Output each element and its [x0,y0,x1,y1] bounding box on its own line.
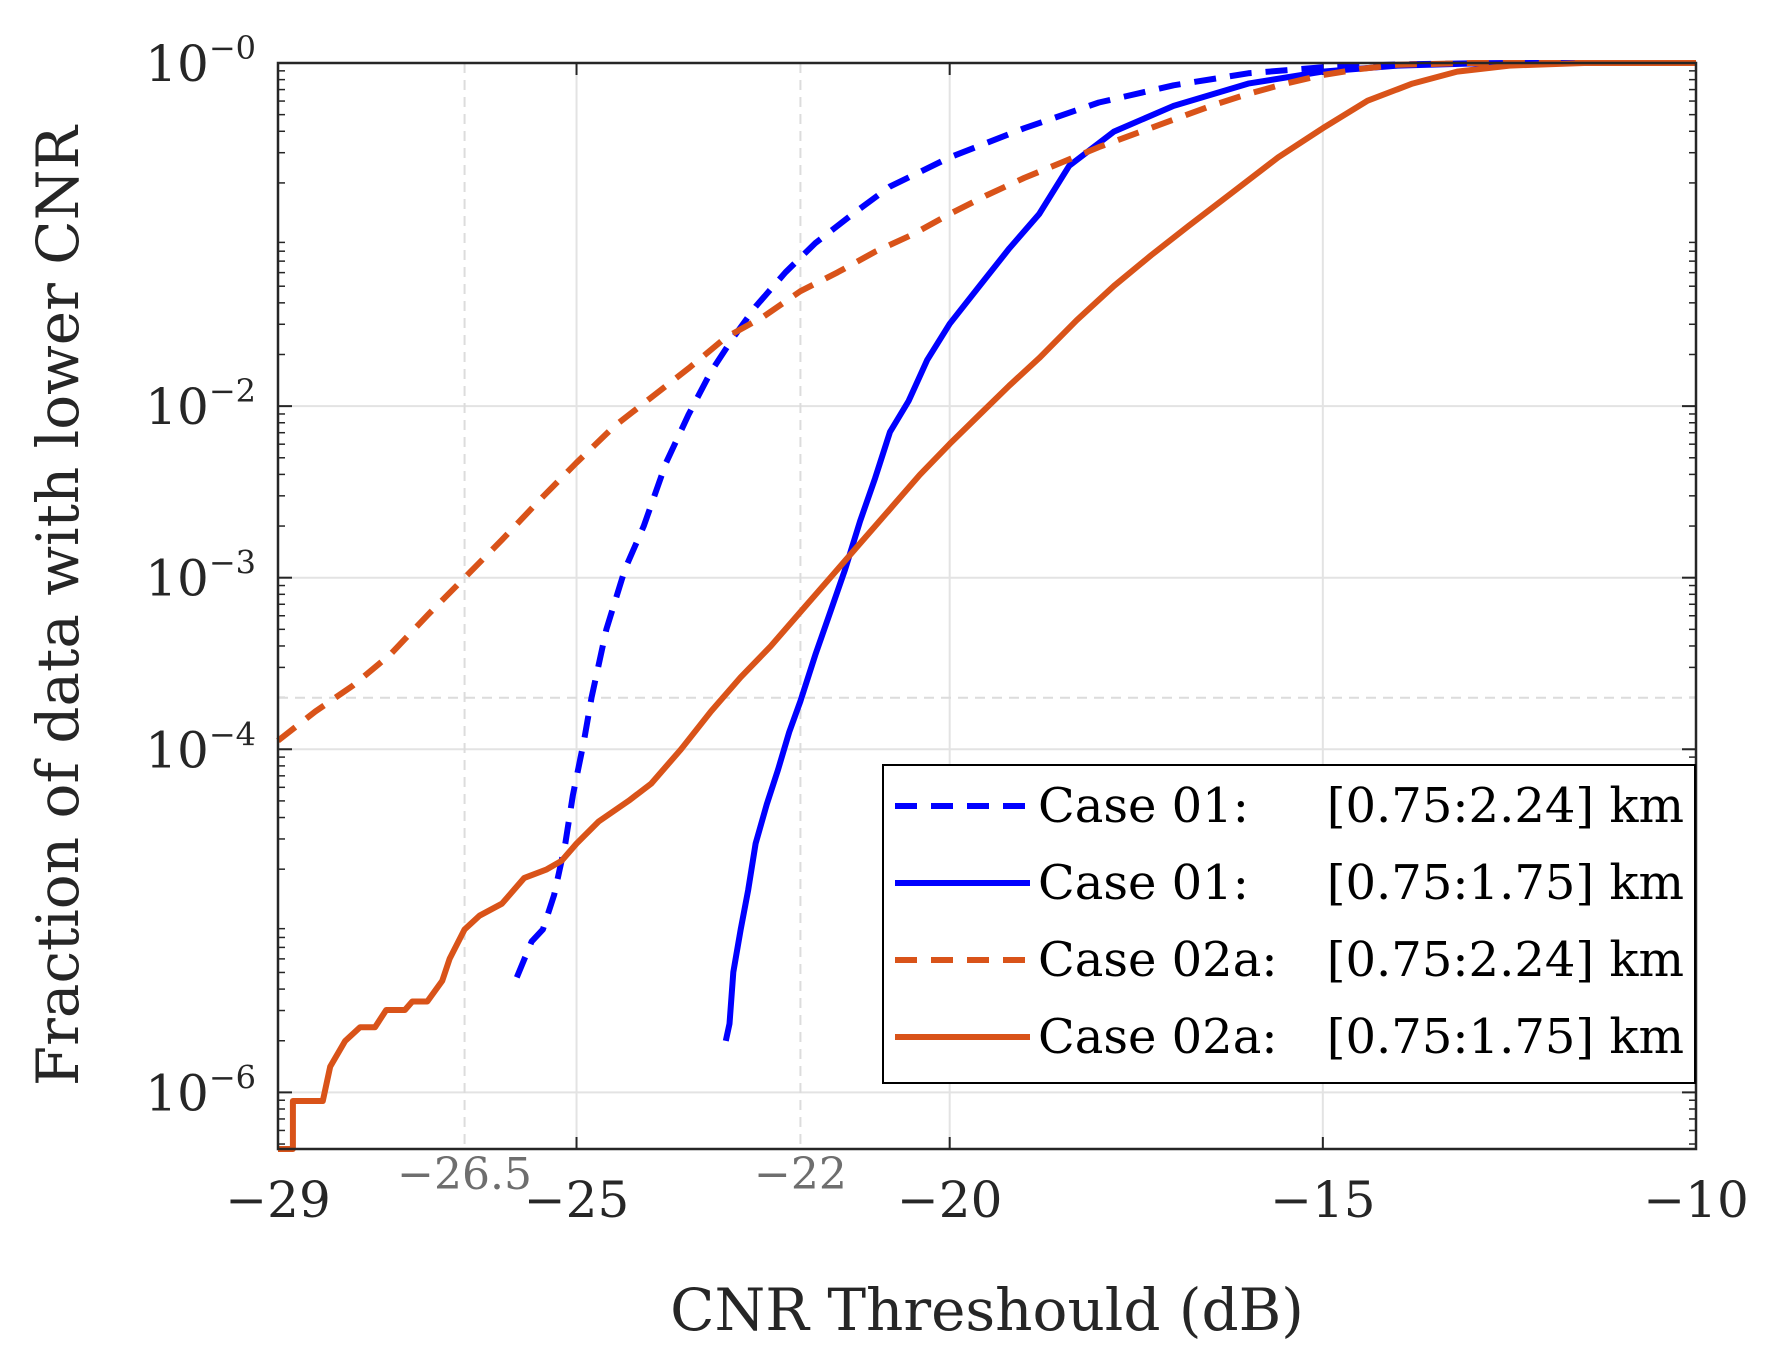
legend-entry-range: [0.75:1.75] km [1327,1009,1684,1065]
x-tick-label: −29 [225,1171,331,1229]
legend-entry-name: Case 01: [1038,778,1249,834]
plot-frame [276,61,1698,1151]
y-tick-labels: 10−0 10−2 10−3 10−4 10−6 [145,29,256,1122]
y-axis-label: Fraction of data with lower CNR [24,124,92,1086]
y-tick-label: 10−3 [145,544,256,608]
x-tick-label: −25 [524,1171,630,1229]
x-tick-label: −10 [1643,1171,1749,1229]
y-tick-label: 10−0 [145,29,256,93]
legend-entry-range: [0.75:1.75] km [1327,855,1684,911]
ref-vline-label: −22 [754,1149,847,1200]
series-line-4 [278,60,1696,1152]
series-line-1 [514,60,1696,979]
legend-entry-range: [0.75:2.24] km [1327,932,1684,988]
x-axis-label: CNR Threshould (dB) [670,1276,1304,1344]
x-tick-label: −20 [897,1171,1003,1229]
y-tick-label: 10−6 [145,1058,256,1122]
series-line-3 [276,60,1696,744]
series-line-2 [722,60,1696,1042]
ref-vline-label: −26.5 [397,1149,532,1200]
y-tick-label: 10−4 [145,715,256,779]
y-tick-label: 10−2 [145,372,256,436]
legend-box [882,764,1696,1084]
legend-entry-name: Case 02a: [1038,932,1278,988]
series-layer [276,60,1696,1152]
reference-labels: −26.5 −22 [397,1149,847,1200]
reference-lines [278,63,1696,1149]
legend: Case 01: [0.75:2.24] km Case 01: [0.75:1.75… [882,764,1696,1084]
x-tick-label: −15 [1270,1171,1376,1229]
legend-entry-name: Case 02a: [1038,1009,1278,1065]
legend-entry-name: Case 01: [1038,855,1249,911]
x-tick-labels: −29 −25 −20 −15 −10 [225,1171,1749,1229]
legend-entry-range: [0.75:2.24] km [1327,778,1684,834]
